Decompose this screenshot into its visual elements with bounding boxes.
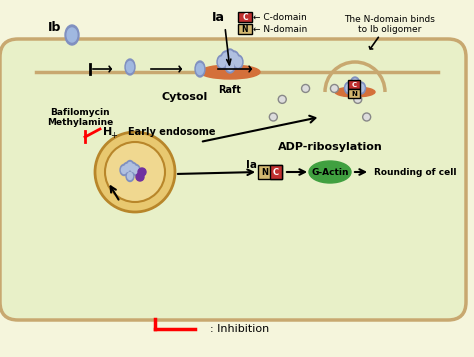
Ellipse shape <box>233 55 243 69</box>
Ellipse shape <box>130 165 136 171</box>
Text: N: N <box>242 25 248 34</box>
Ellipse shape <box>67 28 77 42</box>
Ellipse shape <box>125 165 129 171</box>
Ellipse shape <box>128 162 133 170</box>
Circle shape <box>105 142 165 202</box>
Ellipse shape <box>309 161 351 183</box>
Ellipse shape <box>356 82 365 94</box>
Ellipse shape <box>219 57 226 67</box>
Ellipse shape <box>197 64 203 75</box>
Circle shape <box>363 113 371 121</box>
Ellipse shape <box>346 84 352 92</box>
Ellipse shape <box>225 59 235 73</box>
Text: Cytosol: Cytosol <box>162 92 208 102</box>
Ellipse shape <box>358 84 364 92</box>
Ellipse shape <box>235 57 241 67</box>
Text: N: N <box>351 91 357 96</box>
Ellipse shape <box>352 88 358 96</box>
Ellipse shape <box>128 172 133 180</box>
Ellipse shape <box>350 86 359 98</box>
Ellipse shape <box>129 162 137 174</box>
Circle shape <box>278 95 286 104</box>
Ellipse shape <box>227 61 234 71</box>
Text: ADP-ribosylation: ADP-ribosylation <box>278 142 383 152</box>
Text: C: C <box>351 81 356 87</box>
Text: Methylamine: Methylamine <box>47 117 113 126</box>
Ellipse shape <box>121 166 127 174</box>
Ellipse shape <box>217 55 227 69</box>
Ellipse shape <box>222 53 229 63</box>
Text: Bafilomycin: Bafilomycin <box>50 107 110 116</box>
Ellipse shape <box>65 25 79 45</box>
FancyBboxPatch shape <box>348 80 360 89</box>
Circle shape <box>301 85 310 92</box>
Text: C: C <box>242 12 248 21</box>
Ellipse shape <box>335 87 375 97</box>
Text: : Inhibition: : Inhibition <box>210 324 269 334</box>
FancyBboxPatch shape <box>258 165 282 179</box>
Text: H: H <box>103 127 113 137</box>
Ellipse shape <box>134 166 138 174</box>
Text: to Ib oligomer: to Ib oligomer <box>358 25 422 34</box>
Text: Early endosome: Early endosome <box>128 127 216 137</box>
Ellipse shape <box>225 49 235 63</box>
FancyBboxPatch shape <box>348 89 360 98</box>
Text: The N-domain binds: The N-domain binds <box>345 15 436 24</box>
Ellipse shape <box>345 82 354 94</box>
Circle shape <box>354 95 362 104</box>
Ellipse shape <box>127 61 134 72</box>
Circle shape <box>138 168 146 176</box>
FancyBboxPatch shape <box>238 12 252 22</box>
Ellipse shape <box>195 61 205 77</box>
Ellipse shape <box>350 77 359 89</box>
Ellipse shape <box>227 51 234 61</box>
Circle shape <box>269 113 277 121</box>
FancyBboxPatch shape <box>0 39 466 320</box>
Ellipse shape <box>221 51 231 65</box>
Ellipse shape <box>200 65 260 79</box>
Text: Ib: Ib <box>48 20 62 34</box>
FancyBboxPatch shape <box>238 24 252 34</box>
Circle shape <box>136 173 144 181</box>
Text: Rounding of cell: Rounding of cell <box>374 167 456 176</box>
Text: +: + <box>110 131 118 140</box>
Ellipse shape <box>126 171 134 181</box>
Ellipse shape <box>230 53 237 63</box>
Ellipse shape <box>132 165 140 176</box>
Ellipse shape <box>229 51 239 65</box>
Text: C: C <box>273 167 279 176</box>
Ellipse shape <box>125 59 135 75</box>
Ellipse shape <box>352 79 358 87</box>
Ellipse shape <box>123 162 131 174</box>
Text: ← C-domain: ← C-domain <box>253 12 307 21</box>
FancyBboxPatch shape <box>270 165 282 179</box>
Text: ← N-domain: ← N-domain <box>253 25 307 34</box>
Text: N: N <box>262 167 268 176</box>
Text: G-Actin: G-Actin <box>311 167 349 176</box>
Text: Raft: Raft <box>219 85 241 95</box>
Ellipse shape <box>126 161 134 171</box>
Ellipse shape <box>120 165 128 176</box>
Text: Ia: Ia <box>246 160 257 170</box>
Circle shape <box>330 85 338 92</box>
Circle shape <box>95 132 175 212</box>
Text: Ia: Ia <box>211 10 225 24</box>
